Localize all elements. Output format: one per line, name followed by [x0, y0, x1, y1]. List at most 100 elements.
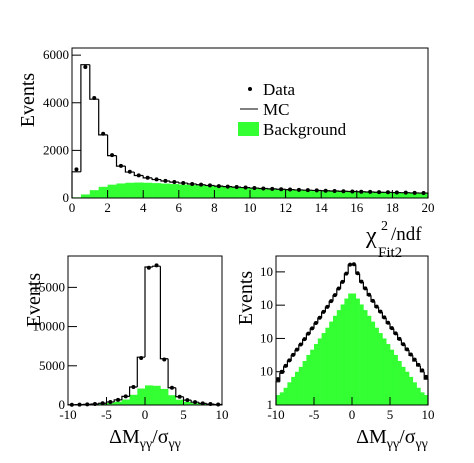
data-point [163, 178, 168, 183]
mc-step [159, 266, 169, 360]
y-tick-label: 10000 [33, 319, 66, 334]
background-bar [267, 188, 277, 198]
data-point [317, 315, 322, 320]
x-tick-label: 10 [244, 200, 257, 215]
background-bar [125, 182, 135, 198]
background-bar [137, 388, 146, 405]
background-bar [187, 185, 197, 198]
data-point [412, 357, 417, 362]
data-point [332, 293, 337, 298]
background-bar [359, 304, 364, 405]
background-bar [178, 184, 188, 198]
background-bar [106, 403, 115, 405]
x-tick-label: 6 [176, 200, 183, 215]
data-point [323, 188, 328, 193]
data-point [162, 357, 167, 362]
background-bar [129, 394, 138, 405]
data-point [146, 265, 151, 270]
x-tick-label: 2 [104, 200, 111, 215]
background-bar [89, 190, 99, 198]
data-point [378, 309, 383, 314]
y-tick-label: 6000 [43, 47, 69, 62]
data-point [397, 336, 402, 341]
x-tick-label: -5 [309, 407, 320, 422]
data-point [145, 175, 150, 180]
background-bar [287, 382, 292, 405]
background-bar [116, 183, 126, 198]
background-bar [340, 304, 345, 405]
data-point [370, 298, 375, 303]
x-tick-label: 18 [386, 200, 399, 215]
data-point [200, 401, 205, 406]
x-axis-title: ΔMγγ/σγγ [109, 426, 181, 452]
data-point [302, 337, 307, 342]
x-tick-label: -10 [59, 407, 76, 422]
background-bar [325, 327, 330, 405]
data-point [108, 400, 113, 405]
data-point [359, 189, 364, 194]
data-point [355, 271, 360, 276]
background-bar [339, 191, 349, 198]
data-point [389, 326, 394, 331]
y-tick-label: 10 [260, 297, 273, 312]
data-point [386, 320, 391, 325]
data-point [85, 402, 90, 407]
data-point [416, 362, 421, 367]
background-bar [419, 193, 429, 198]
background-bar [374, 192, 384, 198]
background-bar [276, 394, 281, 405]
background-bar [386, 344, 391, 405]
background-bar [321, 190, 331, 198]
x-axis-title-rest: /ndf [391, 224, 422, 245]
y-tick-label: 10 [260, 264, 273, 279]
background-bar [298, 366, 303, 405]
background-bar [175, 399, 184, 405]
data-point [420, 368, 425, 373]
x-axis-title-sup: 2 [381, 219, 388, 234]
background-bar [283, 387, 288, 405]
data-point [110, 153, 115, 158]
data-point [350, 189, 355, 194]
background-bar [382, 338, 387, 405]
mc-step [279, 372, 284, 382]
data-point [154, 177, 159, 182]
background-bar [241, 187, 251, 198]
background-bar [169, 184, 180, 198]
background-bar [294, 189, 304, 198]
background-bar [405, 371, 410, 405]
background-bar [205, 185, 215, 198]
background-bar [161, 183, 171, 198]
background-bar [223, 186, 233, 198]
background-bar [356, 191, 366, 198]
data-point [185, 398, 190, 403]
data-point [341, 189, 346, 194]
data-point [298, 342, 303, 347]
background-bar [401, 366, 406, 405]
background-bar [363, 310, 368, 405]
data-point [287, 358, 292, 363]
data-point [100, 401, 105, 406]
mc-step [107, 134, 117, 157]
data-point [329, 299, 334, 304]
x-tick-label: 5 [180, 407, 187, 422]
plot [275, 262, 429, 405]
background-bar [347, 191, 358, 198]
y-tick-label: 0 [59, 397, 66, 412]
background-bar [420, 392, 425, 405]
y-axis-title: Events [17, 73, 39, 128]
background-bar [401, 192, 411, 198]
data-point [252, 186, 257, 190]
data-point [321, 309, 326, 314]
x-tick-label: 16 [350, 200, 364, 215]
data-point [359, 279, 364, 284]
x-tick-label: 20 [422, 200, 435, 215]
background-bar [312, 190, 322, 198]
legend-label: Background [263, 120, 347, 139]
y-tick-label: 1 [267, 397, 274, 412]
background-bar [412, 382, 417, 405]
data-point [368, 189, 373, 194]
y-tick-label: 5000 [39, 358, 65, 373]
background-bar [374, 327, 379, 405]
data-point [405, 347, 410, 352]
